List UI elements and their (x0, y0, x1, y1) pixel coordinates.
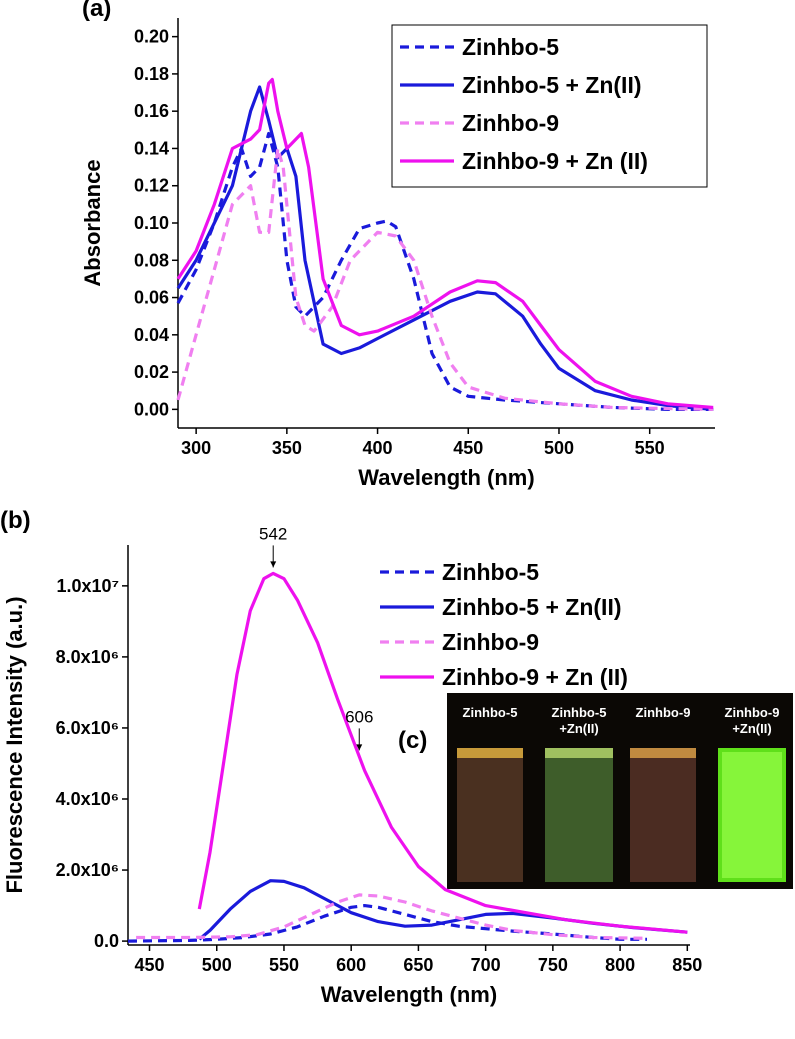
y-tick-label: 0.08 (134, 250, 169, 270)
series-line (197, 571, 688, 934)
x-tick-label: 850 (672, 955, 702, 975)
x-tick-label: 350 (272, 438, 302, 458)
vial-label: Zinhbo-5 (463, 705, 518, 720)
x-tick-label: 550 (635, 438, 665, 458)
annotation-arrowhead (270, 561, 277, 568)
photo-inset (447, 693, 793, 889)
panel-label: (a) (82, 0, 111, 22)
legend-label: Zinhbo-5 + Zn(II) (462, 72, 642, 98)
vial (630, 752, 696, 882)
y-tick-label: 2.0x10⁶ (56, 860, 119, 880)
vial-label: Zinhbo-9 (636, 705, 691, 720)
x-tick-label: 500 (202, 955, 232, 975)
y-tick-label: 0.20 (134, 27, 169, 47)
vial (457, 752, 523, 882)
series-line (136, 893, 648, 940)
y-tick-label: 0.0 (94, 931, 119, 951)
vial-label: Zinhbo-5 (552, 705, 607, 720)
annotation-arrowhead (356, 744, 363, 751)
legend-label: Zinhbo-5 (442, 559, 539, 585)
panel-label: (c) (398, 727, 427, 754)
annotation-label: 542 (259, 524, 287, 543)
series-line (176, 85, 714, 411)
legend-label: Zinhbo-9 (462, 110, 559, 136)
y-tick-label: 0.18 (134, 64, 169, 84)
x-tick-label: 550 (269, 955, 299, 975)
y-tick-label: 0.10 (134, 213, 169, 233)
x-axis-title: Wavelength (nm) (358, 465, 534, 490)
y-tick-label: 0.14 (134, 138, 169, 158)
legend-label: Zinhbo-9 + Zn (II) (442, 664, 628, 690)
y-tick-label: 4.0x10⁶ (56, 789, 119, 809)
series-line (127, 904, 647, 943)
vial-label: +Zn(II) (732, 721, 771, 736)
x-tick-label: 650 (403, 955, 433, 975)
x-tick-label: 300 (181, 438, 211, 458)
vial-label: Zinhbo-9 (725, 705, 780, 720)
y-tick-label: 0.06 (134, 288, 169, 308)
series-line (176, 131, 714, 411)
x-tick-label: 800 (605, 955, 635, 975)
vial-rim (457, 748, 523, 758)
vial-rim (545, 748, 613, 758)
vial-label: +Zn(II) (559, 721, 598, 736)
legend-label: Zinhbo-5 + Zn(II) (442, 594, 622, 620)
legend-label: Zinhbo-9 + Zn (II) (462, 148, 648, 174)
x-tick-label: 750 (538, 955, 568, 975)
y-tick-label: 8.0x10⁶ (56, 647, 119, 667)
annotation-label: 606 (345, 707, 373, 726)
y-tick-label: 0.02 (134, 362, 169, 382)
vial (545, 752, 613, 882)
x-tick-label: 400 (363, 438, 393, 458)
x-tick-label: 500 (544, 438, 574, 458)
x-tick-label: 450 (134, 955, 164, 975)
legend-label: Zinhbo-9 (442, 629, 539, 655)
y-tick-label: 0.04 (134, 325, 169, 345)
x-tick-label: 700 (471, 955, 501, 975)
legend-label: Zinhbo-5 (462, 34, 559, 60)
vial-rim (630, 748, 696, 758)
panel-label: (b) (0, 507, 31, 534)
x-axis-title: Wavelength (nm) (321, 982, 497, 1007)
series-line (176, 146, 714, 411)
x-tick-label: 600 (336, 955, 366, 975)
y-axis-title: Absorbance (80, 159, 105, 286)
y-tick-label: 0.00 (134, 399, 169, 419)
x-tick-label: 450 (453, 438, 483, 458)
y-tick-label: 0.12 (134, 176, 169, 196)
series-line (176, 77, 714, 410)
vial-glow (722, 752, 782, 878)
y-axis-title: Fluorescence Intensity (a.u.) (2, 596, 27, 893)
y-tick-label: 1.0x10⁷ (57, 576, 119, 596)
y-tick-label: 6.0x10⁶ (56, 718, 119, 738)
y-tick-label: 0.16 (134, 101, 169, 121)
